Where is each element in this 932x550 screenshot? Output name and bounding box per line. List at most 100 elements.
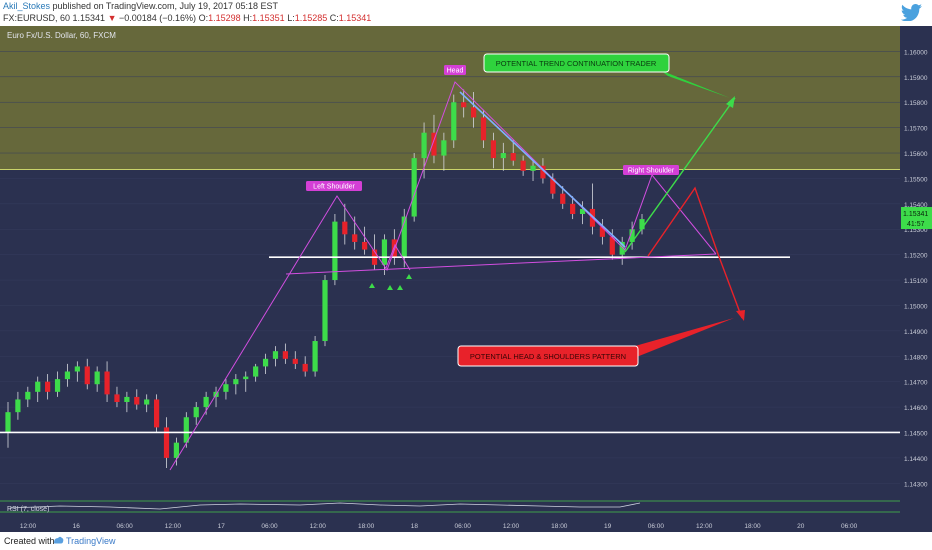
time-axis[interactable]: 12:00 16 06:00 12:00 17 06:00 12:00 18:00 18 06:0… [20,523,858,530]
candle-body [411,158,417,217]
candle-body [173,442,180,458]
candle-body [124,396,130,402]
twitter-bird-icon[interactable] [901,3,923,21]
candle-body [262,358,269,367]
head-label: Head [444,65,466,75]
rsi-label: RSI (7, close) [7,506,49,513]
candle-body [500,153,506,159]
right-shoulder-label-text: Right Shoulder [628,168,675,175]
time-tick-label: 06:00 [455,523,472,530]
candle-body [203,396,209,408]
candle-body [35,381,41,392]
candle-body [54,379,61,392]
price-tick-label: 1.16000 [904,49,928,56]
price-tick-label: 1.15200 [904,253,928,260]
time-tick-label: 17 [218,523,226,530]
price-tick-label: 1.14300 [904,481,928,488]
price-tick-label: 1.15300 [904,227,928,234]
candle-body [401,216,407,258]
tradingview-brand[interactable]: TradingView [66,536,116,546]
price-tick-label: 1.15900 [904,75,928,82]
head-label-text: Head [447,68,464,75]
candle-body [451,102,457,141]
time-tick-label: 19 [604,523,612,530]
ohlc-close-label: C: [327,13,339,23]
candle-body [292,358,298,364]
time-tick-label: 18:00 [358,523,375,530]
horizontal-gridlines [0,51,900,484]
candle-body [134,396,140,405]
price-tick-label: 1.15800 [904,100,928,107]
candle-body [550,178,556,194]
rsi-line [9,502,641,510]
change-arrow: ▼ [107,13,117,23]
buy-signal-arrow [369,283,375,288]
last-price-countdown: 41:57 [907,221,925,228]
ohlc-close: 1.15341 [338,13,372,23]
candle-body [599,226,605,237]
ohlc-low: 1.15285 [294,13,328,23]
buy-signal-arrow [406,274,412,279]
candle-body [233,379,239,385]
time-tick-label: 18:00 [744,523,761,530]
candle-body [114,394,120,402]
published-text: published on TradingView.com, July 19, 2… [50,1,279,11]
time-tick-label: 18 [411,523,419,530]
left-shoulder-label: Left Shoulder [306,181,362,191]
time-tick-label: 12:00 [165,523,182,530]
symbol-info: FX:EURUSD, 60 1.15341 [3,13,106,23]
candle-body [570,203,576,214]
candle-body [609,236,615,255]
candle-body [64,371,71,380]
price-tick-label: 1.14400 [904,456,928,463]
buy-signal-arrow [397,285,403,290]
candle-body [104,371,110,395]
footer: Created with TradingView [0,532,932,550]
pattern-drawings: Head Left Shoulder Right Shoulder POTENTIAL… [0,53,900,471]
candle-body [15,399,21,413]
trend-continuation-callout: POTENTIAL TREND CONTINUATION TRADER [483,53,730,98]
last-price-value: 1.15341 [903,211,928,218]
author-link[interactable]: Akil_Stokes [3,1,51,11]
time-tick-label: 18:00 [551,523,568,530]
candle-body [282,351,288,359]
candle-body [193,407,199,418]
hs-callout-pointer [628,318,734,358]
candle-body [639,219,645,230]
candle-body [619,241,625,255]
time-tick-label: 12:00 [696,523,713,530]
time-tick-label: 12:00 [310,523,327,530]
candle-body [312,341,318,372]
candle-body [579,208,586,214]
left-shoulder-label-box [306,181,362,191]
candle-body [153,399,160,428]
candle-body [560,193,566,204]
price-tick-label: 1.15600 [904,151,928,158]
candle-body [629,229,635,242]
candle-body [163,427,170,458]
candle-body [441,140,447,156]
downtrend-line [459,91,626,248]
neckline [285,253,717,275]
time-axis-background [0,517,932,532]
price-axis[interactable]: 1.16000 1.15900 1.15800 1.15700 1.15600 1.155… [900,26,932,517]
price-tick-label: 1.15700 [904,126,928,133]
trend-callout-pointer [660,70,730,98]
candle-body [480,117,487,141]
time-tick-label: 20 [797,523,805,530]
buy-signal-arrow [387,285,393,290]
candle-body [84,366,90,385]
candle-body [74,366,80,372]
trend-callout-text: POTENTIAL TREND CONTINUATION TRADER [496,59,657,68]
time-tick-label: 12:00 [20,523,37,530]
trend-callout-box [483,53,670,73]
price-tick-label: 1.14500 [904,430,928,437]
candle-body [461,102,467,108]
time-tick-label: 06:00 [116,523,133,530]
rsi-pane-background [0,496,900,517]
bearish-projection [647,186,743,319]
price-tick-label: 1.15100 [904,278,928,285]
created-with-text: Created with [4,536,55,546]
time-tick-label: 06:00 [261,523,278,530]
